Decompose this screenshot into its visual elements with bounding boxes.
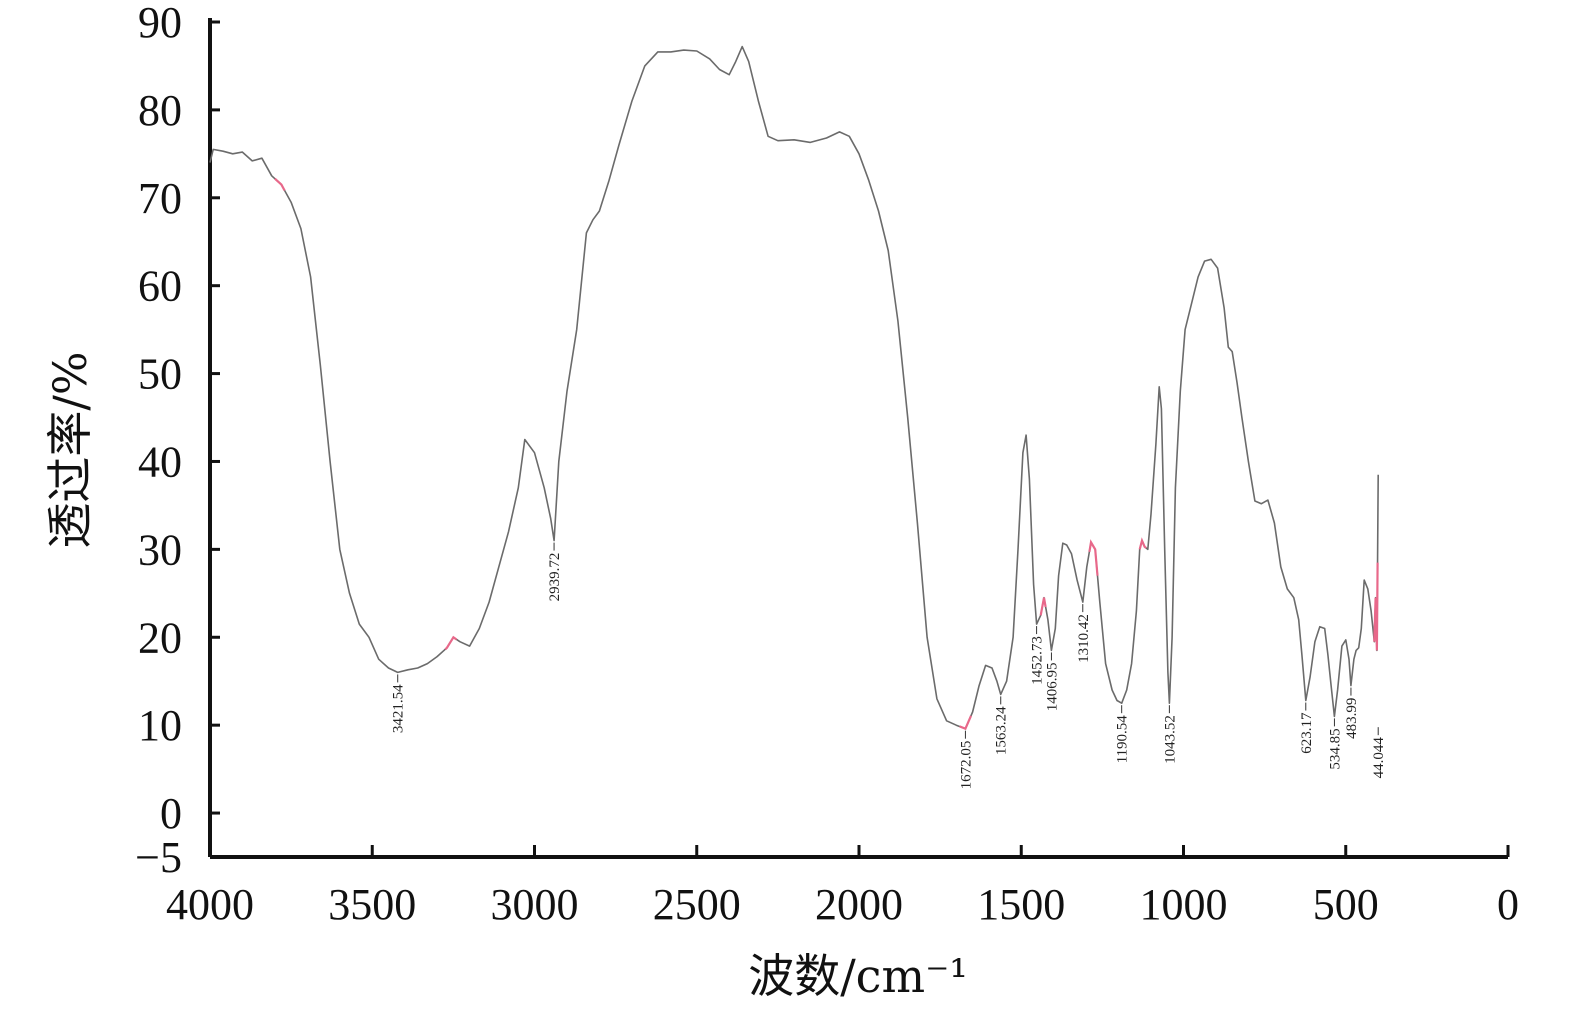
- y-tick-label: −5: [135, 833, 182, 882]
- y-tick-label: 40: [138, 437, 182, 486]
- x-tick-label: 2000: [815, 880, 903, 929]
- x-tick-label: 1500: [977, 880, 1065, 929]
- peak-label: 1406.95: [1044, 662, 1060, 711]
- highlight-segment: [1373, 562, 1379, 651]
- peak-label: 1043.52: [1162, 715, 1178, 764]
- y-tick-label: 30: [138, 525, 182, 574]
- highlight-segment: [959, 715, 973, 731]
- peak-label: 1672.05: [958, 741, 974, 790]
- highlight-segment: [444, 635, 458, 651]
- highlight-segment: [1039, 597, 1047, 616]
- peak-label: 1190.54: [1115, 715, 1131, 764]
- x-tick-label: 500: [1313, 880, 1379, 929]
- peak-label: 3421.54: [391, 684, 407, 733]
- peak-label: 1452.73: [1030, 636, 1046, 685]
- peak-labels: 3421.54 2939.72 1672.05 1563.24 1452.731406.…: [391, 542, 1387, 790]
- peak-label: 2939.72: [547, 553, 563, 602]
- peak-label: 1310.42: [1076, 614, 1092, 663]
- peak-label: 534.85: [1327, 728, 1343, 769]
- axis-titles: 波数/cm⁻¹ 透过率/%: [43, 351, 968, 1003]
- x-tick-label: 2500: [653, 880, 741, 929]
- y-tick-label: 80: [138, 86, 182, 135]
- y-axis-ticks: 90 80 70 60 50 40 30 20 10 0−5: [135, 0, 220, 882]
- peak-label: 1563.24: [994, 706, 1010, 755]
- highlight-segment: [1138, 537, 1147, 550]
- x-tick-label: 3500: [328, 880, 416, 929]
- highlight-segment: [1088, 539, 1099, 576]
- series-layer: [209, 45, 1379, 730]
- peak-label: 44.044: [1371, 737, 1387, 779]
- y-tick-label: 70: [138, 174, 182, 223]
- x-axis-title: 波数/cm⁻¹: [748, 949, 968, 1003]
- x-tick-label: 4000: [166, 880, 254, 929]
- highlight-layer: [274, 177, 1379, 731]
- y-tick-label: 50: [138, 350, 182, 399]
- x-tick-label: 1000: [1140, 880, 1228, 929]
- peak-label: 483.99: [1344, 698, 1360, 739]
- y-tick-label: 0: [160, 789, 182, 838]
- x-tick-label: 0: [1497, 880, 1519, 929]
- y-tick-label: 20: [138, 613, 182, 662]
- x-axis-ticks: 4000 3500 3000 2500 2000 1500 1000 500 0: [166, 845, 1519, 929]
- y-tick-label: 60: [138, 262, 182, 311]
- y-tick-label: 90: [138, 0, 182, 47]
- x-tick-label: 3000: [491, 880, 579, 929]
- highlight-segment: [274, 177, 286, 192]
- y-axis-title: 透过率/%: [43, 351, 97, 548]
- spectrum-line: [209, 45, 1379, 730]
- peak-label: 623.17: [1299, 712, 1315, 754]
- y-tick-label: 10: [138, 701, 182, 750]
